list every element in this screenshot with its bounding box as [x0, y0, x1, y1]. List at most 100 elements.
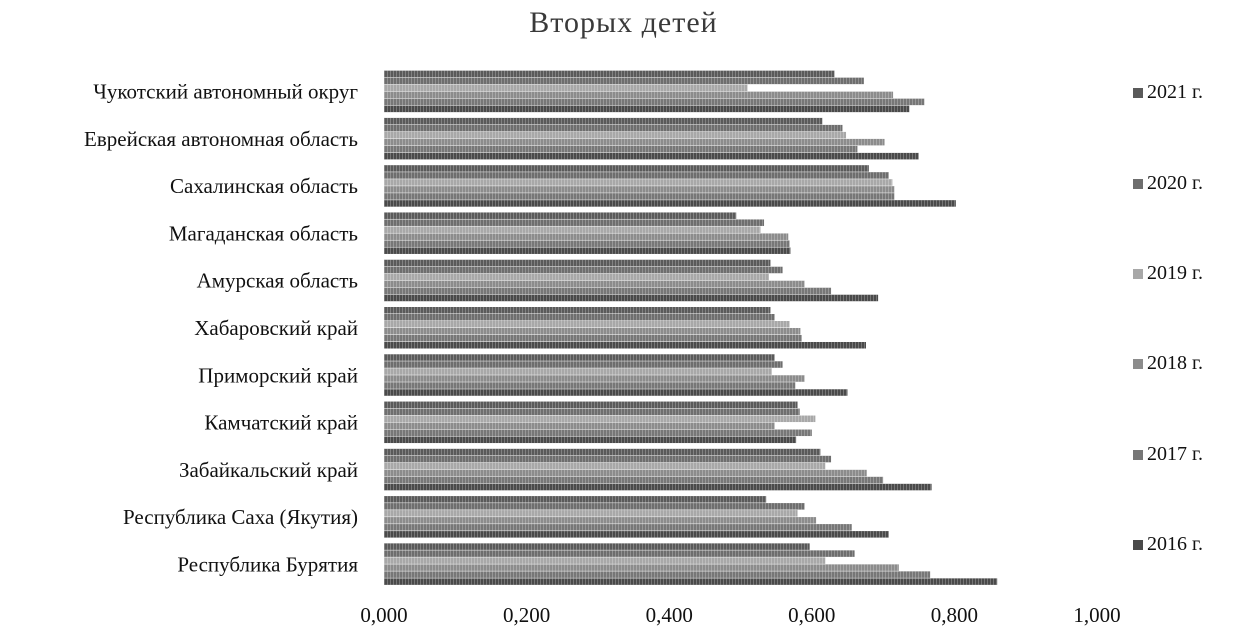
- x-tick-label: 0,000: [360, 603, 407, 627]
- bar-hatch-5-1: [384, 259, 771, 267]
- bar-hatch-7-5: [384, 382, 796, 389]
- bar-hatch-10-6: [384, 531, 889, 538]
- category-label: Приморский край: [198, 363, 358, 387]
- bar-hatch-11-2: [384, 550, 855, 557]
- bar-hatch-1-4: [384, 91, 894, 99]
- bar-hatch-8-6: [384, 436, 797, 444]
- legend-swatch: [1133, 179, 1143, 189]
- bar-hatch-6-6: [384, 342, 866, 349]
- legend-swatch: [1133, 269, 1143, 279]
- bar-hatch-10-4: [384, 517, 817, 524]
- bar-hatch-3-3: [384, 179, 893, 186]
- bar-hatch-2-1: [384, 117, 823, 125]
- bar-hatch-7-6: [384, 389, 848, 396]
- legend-swatch: [1133, 88, 1143, 98]
- bar-hatch-9-5: [384, 476, 884, 484]
- bar-hatch-11-3: [384, 557, 826, 564]
- bar-hatch-2-2: [384, 124, 843, 132]
- bar-hatch-11-6: [384, 578, 998, 585]
- bar-hatch-9-4: [384, 469, 867, 477]
- legend-label: 2021 г.: [1147, 81, 1203, 103]
- bar-hatch-9-2: [384, 455, 832, 463]
- bar-hatch-5-6: [384, 294, 879, 302]
- bar-hatch-2-6: [384, 152, 919, 160]
- bar-hatch-8-1: [384, 401, 798, 409]
- bars-group: [384, 70, 998, 585]
- legend-swatch: [1133, 359, 1143, 369]
- legend-label: 2020 г.: [1147, 172, 1203, 194]
- bar-hatch-6-1: [384, 307, 771, 314]
- x-tick-label: 0,600: [788, 603, 835, 627]
- bar-hatch-1-3: [384, 84, 748, 92]
- bar-hatch-3-4: [384, 186, 895, 193]
- x-tick-label: 0,200: [503, 603, 550, 627]
- bar-hatch-11-1: [384, 543, 810, 550]
- bar-hatch-3-6: [384, 200, 956, 207]
- legend-label: 2019 г.: [1147, 262, 1203, 284]
- bar-hatch-2-5: [384, 145, 858, 153]
- bar-hatch-10-1: [384, 496, 767, 503]
- category-label: Камчатский край: [204, 411, 358, 435]
- legend-label: 2016 г.: [1147, 533, 1203, 555]
- bar-hatch-7-2: [384, 361, 783, 368]
- bar-hatch-3-1: [384, 165, 869, 172]
- category-label: Сахалинская область: [170, 174, 358, 198]
- bar-hatch-4-1: [384, 212, 737, 219]
- bar-hatch-10-5: [384, 524, 852, 531]
- bar-hatch-1-2: [384, 77, 864, 85]
- bar-hatch-7-4: [384, 375, 805, 382]
- category-label: Чукотский автономный округ: [93, 80, 358, 104]
- bar-hatch-1-5: [384, 98, 925, 106]
- x-tick-label: 1,000: [1073, 603, 1120, 627]
- bar-hatch-8-2: [384, 408, 800, 416]
- bar-hatch-4-2: [384, 219, 765, 226]
- bar-hatch-5-5: [384, 287, 832, 295]
- bar-hatch-3-5: [384, 193, 895, 200]
- bar-hatch-3-2: [384, 172, 889, 179]
- bar-hatch-5-3: [384, 273, 770, 281]
- category-label: Республика Саха (Якутия): [123, 505, 358, 529]
- bar-hatch-2-3: [384, 131, 847, 139]
- bar-hatch-5-4: [384, 280, 805, 288]
- category-labels: Чукотский автономный округ Еврейская авто…: [84, 80, 358, 577]
- category-label: Еврейская автономная область: [84, 127, 358, 151]
- category-label: Магаданская область: [169, 221, 358, 245]
- bar-hatch-9-6: [384, 483, 932, 491]
- x-axis-ticks: 0,000 0,200 0,400 0,600 0,800 1,000: [360, 603, 1120, 627]
- x-tick-label: 0,800: [931, 603, 978, 627]
- chart-title: Вторых детей: [529, 6, 718, 39]
- legend-label: 2018 г.: [1147, 352, 1203, 374]
- bar-hatch-7-3: [384, 368, 772, 375]
- bar-hatch-5-2: [384, 266, 783, 274]
- legend-label: 2017 г.: [1147, 443, 1203, 465]
- bar-hatch-6-5: [384, 335, 802, 342]
- legend: 2021 г. 2020 г. 2019 г. 2018 г. 2017 г. 2016 …: [1133, 81, 1203, 555]
- bar-hatch-7-1: [384, 354, 775, 361]
- bar-hatch-8-5: [384, 429, 812, 437]
- bar-hatch-8-4: [384, 422, 775, 430]
- bar-hatch-10-2: [384, 503, 805, 510]
- bar-hatch-11-4: [384, 564, 899, 571]
- bar-hatch-1-1: [384, 70, 835, 78]
- bar-hatch-9-1: [384, 448, 821, 456]
- bar-hatch-6-3: [384, 321, 790, 328]
- legend-swatch: [1133, 450, 1143, 460]
- category-label: Хабаровский край: [194, 316, 358, 340]
- bar-hatch-4-4: [384, 233, 789, 240]
- bar-hatch-6-2: [384, 314, 775, 321]
- bar-hatch-10-3: [384, 510, 798, 517]
- category-label: Амурская область: [197, 269, 358, 293]
- category-label: Республика Бурятия: [177, 552, 358, 576]
- bar-hatch-1-6: [384, 105, 910, 113]
- bar-hatch-11-5: [384, 571, 931, 578]
- bar-hatch-9-3: [384, 462, 826, 470]
- bar-hatch-8-3: [384, 415, 816, 423]
- bar-hatch-4-6: [384, 247, 791, 254]
- legend-swatch: [1133, 540, 1143, 550]
- category-label: Забайкальский край: [179, 458, 358, 482]
- x-tick-label: 0,400: [646, 603, 693, 627]
- bar-hatch-6-4: [384, 328, 801, 335]
- bar-hatch-4-5: [384, 240, 790, 247]
- bar-hatch-4-3: [384, 226, 761, 233]
